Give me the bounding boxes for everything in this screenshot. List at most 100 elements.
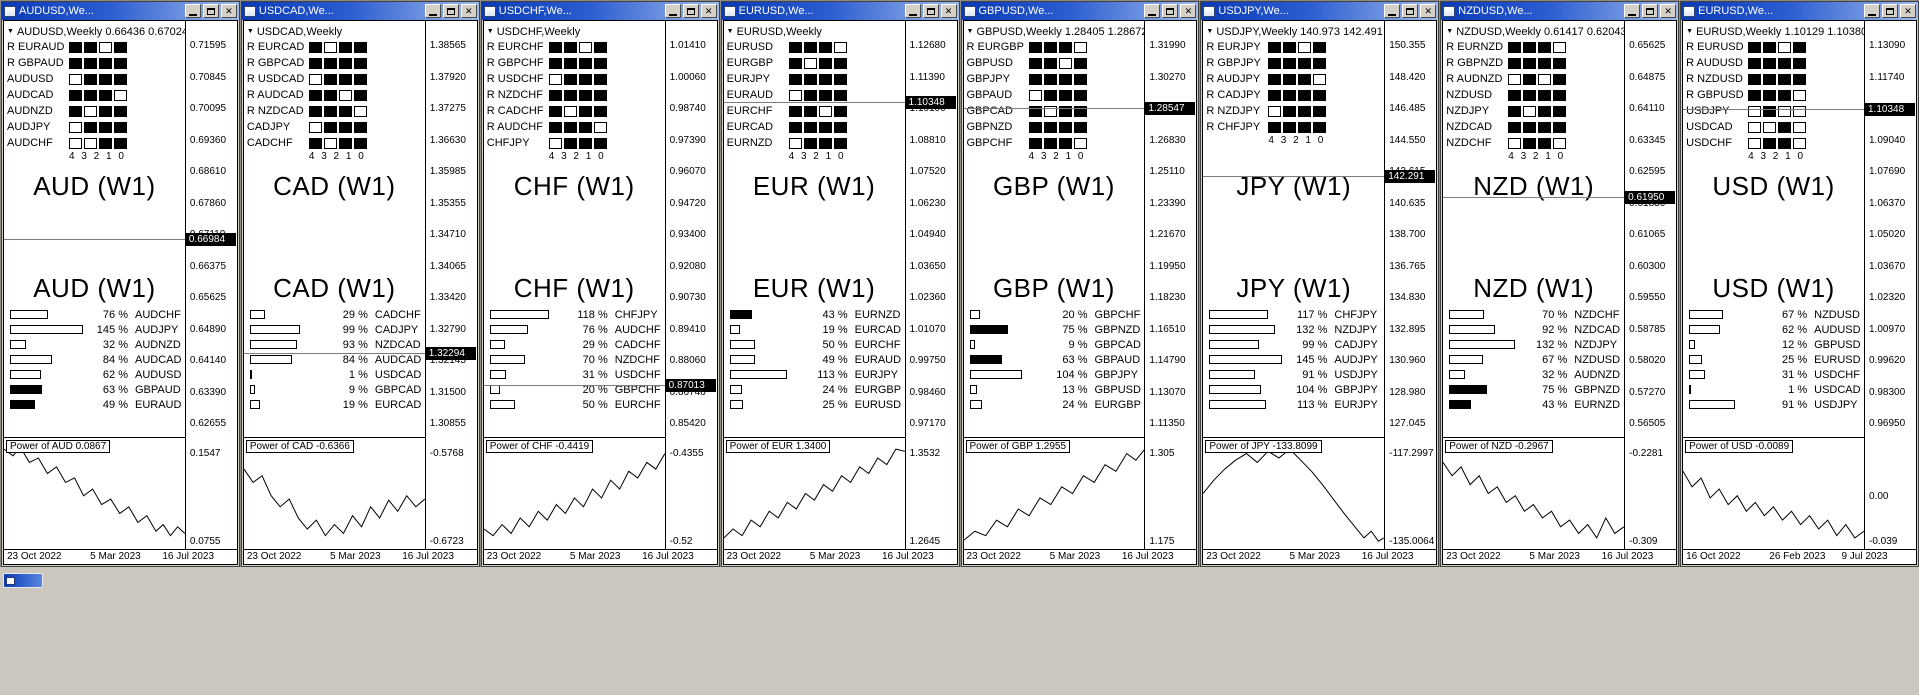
- strength-bar: [729, 370, 787, 379]
- minimize-button[interactable]: [1384, 4, 1401, 18]
- minimize-button[interactable]: [1624, 4, 1641, 18]
- pattern-cells: [69, 41, 127, 53]
- minimize-button[interactable]: [1144, 4, 1161, 18]
- strength-percent: 43 %: [822, 308, 848, 321]
- window-titlebar[interactable]: AUDUSD,We... ✕: [2, 2, 239, 20]
- strength-bar-track: [1689, 325, 1769, 334]
- strength-pair: CADJPY: [374, 323, 419, 336]
- power-scale-label: -0.5768: [429, 448, 464, 459]
- strength-bar: [10, 370, 41, 379]
- pattern-cell: [1793, 121, 1807, 133]
- restore-button[interactable]: [202, 4, 219, 18]
- date-axis[interactable]: 23 Oct 2022 5 Mar 2023 16 Jul 2023: [483, 549, 717, 564]
- window-titlebar[interactable]: NZDUSD,We... ✕: [1441, 2, 1679, 20]
- restore-button[interactable]: [1402, 4, 1419, 18]
- strength-bar-track: [249, 370, 330, 379]
- window-titlebar[interactable]: EURUSD,We... ✕: [1681, 2, 1918, 20]
- window-titlebar[interactable]: USDJPY,We... ✕: [1201, 2, 1439, 20]
- pattern-cell: [1058, 73, 1072, 85]
- pattern-cell: [1763, 73, 1777, 85]
- close-button[interactable]: ✕: [1420, 4, 1437, 18]
- close-button[interactable]: ✕: [940, 4, 957, 18]
- pattern-cell: [563, 57, 577, 69]
- close-button[interactable]: ✕: [220, 4, 237, 18]
- window-titlebar[interactable]: USDCAD,We... ✕: [241, 2, 479, 20]
- power-scale-label: -0.4355: [669, 448, 704, 459]
- strength-pair: EURJPY: [1334, 398, 1378, 411]
- restore-button[interactable]: [442, 4, 459, 18]
- restore-icon: [206, 7, 215, 15]
- close-button[interactable]: ✕: [460, 4, 477, 18]
- minimize-button[interactable]: [1864, 4, 1880, 18]
- strength-title: JPY (W1): [1236, 273, 1352, 303]
- close-button[interactable]: ✕: [1660, 4, 1677, 18]
- minimize-button[interactable]: [904, 4, 921, 18]
- chart-area[interactable]: ▼ EURUSD,Weekly 1.10129 1.10380 R EURUSD R …: [1682, 20, 1917, 565]
- price-scale[interactable]: 1.130901.117401.103901.090401.076901.063…: [1864, 21, 1916, 549]
- pattern-cell: [1538, 105, 1552, 117]
- minimized-window-titlebar[interactable]: [3, 573, 43, 588]
- price-scale[interactable]: 1.126801.113901.101001.088101.075201.062…: [904, 21, 957, 549]
- symbol-header: ▼ USDJPY,Weekly 140.973 142.491: [1203, 21, 1384, 39]
- price-scale[interactable]: 1.01410 1.00060 0.98740 0.97390 0.96070 0.947…: [664, 21, 717, 549]
- strength-bar-track: [10, 370, 90, 379]
- date-label: 16 Jul 2023: [402, 551, 454, 562]
- minimize-button[interactable]: [424, 4, 441, 18]
- date-axis[interactable]: 23 Oct 2022 5 Mar 2023 16 Jul 2023: [4, 549, 237, 564]
- price-label: 132.895: [1389, 323, 1426, 335]
- date-axis[interactable]: 16 Oct 2022 26 Feb 2023 9 Jul 2023: [1683, 549, 1916, 564]
- close-button[interactable]: ✕: [1900, 4, 1916, 18]
- strength-row: 29 % CADCHF: [489, 337, 663, 352]
- window-titlebar[interactable]: USDCHF,We... ✕: [481, 2, 719, 20]
- restore-button[interactable]: [1642, 4, 1659, 18]
- date-axis[interactable]: 23 Oct 2022 5 Mar 2023 16 Jul 2023: [963, 549, 1197, 564]
- pattern-cell: [338, 41, 352, 53]
- date-axis[interactable]: 23 Oct 2022 5 Mar 2023 16 Jul 2023: [1203, 549, 1437, 564]
- restore-button[interactable]: [682, 4, 699, 18]
- restore-button[interactable]: [922, 4, 939, 18]
- price-scale[interactable]: 1.38565 1.37920 1.37275 1.36630 1.35985 1.353…: [424, 21, 477, 549]
- price-scale[interactable]: 150.355148.420146.485144.550142.615140.6…: [1384, 21, 1437, 549]
- chart-window-icon: [1203, 5, 1216, 17]
- price-label: 1.35355: [429, 197, 466, 209]
- pattern-cell: [1748, 73, 1762, 85]
- close-button[interactable]: ✕: [1180, 4, 1197, 18]
- chart-area[interactable]: ▼ NZDUSD,Weekly 0.61417 0.62043 R EURNZD R …: [1442, 20, 1678, 565]
- date-axis[interactable]: 23 Oct 2022 5 Mar 2023 16 Jul 2023: [723, 549, 957, 564]
- close-button[interactable]: ✕: [700, 4, 717, 18]
- date-axis[interactable]: 23 Oct 2022 5 Mar 2023 16 Jul 2023: [1443, 549, 1677, 564]
- price-label: 134.830: [1389, 292, 1426, 303]
- strength-pair: AUDNZD: [135, 338, 181, 351]
- restore-button[interactable]: [1882, 4, 1898, 18]
- minimize-button[interactable]: [184, 4, 201, 18]
- window-titlebar[interactable]: GBPUSD,We... ✕: [961, 2, 1199, 20]
- date-axis[interactable]: 23 Oct 2022 5 Mar 2023 16 Jul 2023: [243, 549, 477, 564]
- price-scale[interactable]: 0.656250.648750.641100.633450.625950.618…: [1624, 21, 1677, 549]
- minimize-button[interactable]: [664, 4, 681, 18]
- pattern-row: NZDJPY: [1446, 103, 1624, 119]
- chart-area[interactable]: ▼ USDCHF,Weekly R EURCHF R GBPCHF R USDCHF R …: [482, 20, 718, 565]
- pattern-cells: [69, 73, 127, 85]
- price-label: 0.62595: [1629, 166, 1666, 177]
- pattern-cell: [1508, 137, 1522, 149]
- strength-percent: 104 %: [1296, 383, 1328, 396]
- minimize-icon: [428, 13, 437, 16]
- window-titlebar[interactable]: EURUSD,We... ✕: [721, 2, 959, 20]
- restore-button[interactable]: [1162, 4, 1179, 18]
- chart-area[interactable]: ▼ EURUSD,Weekly EURUSD EURGBP EURJPY EURAUD EU…: [722, 20, 958, 565]
- strength-pair: NZDJPY: [1334, 323, 1378, 336]
- price-scale[interactable]: 1.319901.302701.285501.268301.251101.233…: [1144, 21, 1197, 549]
- chart-area[interactable]: ▼ USDJPY,Weekly 140.973 142.491 R EURJPY R …: [1202, 20, 1438, 565]
- price-scale[interactable]: 0.71595 0.70845 0.70095 0.69360 0.68610 0.678…: [184, 21, 237, 549]
- pattern-cell: [84, 105, 97, 117]
- strength-percent: 132 %: [1536, 338, 1568, 351]
- pattern-cell: [1298, 57, 1312, 69]
- chart-window-icon: [6, 576, 15, 585]
- chart-area[interactable]: ▼ GBPUSD,Weekly 1.28405 1.28672 R EURGBP GB…: [962, 20, 1198, 565]
- price-label: 1.00060: [669, 71, 706, 83]
- strength-pair: USDCHF: [614, 368, 661, 381]
- mdi-workspace: AUDUSD,We... ✕ ▼ AUDUSD,Weekly 0.66436 0.67…: [0, 0, 1919, 567]
- chart-area[interactable]: ▼ USDCAD,Weekly R EURCAD R GBPCAD R USDCAD R …: [242, 20, 478, 565]
- chart-area[interactable]: ▼ AUDUSD,Weekly 0.66436 0.67024 R EURAUD R …: [3, 20, 238, 565]
- pattern-cell: [833, 41, 847, 53]
